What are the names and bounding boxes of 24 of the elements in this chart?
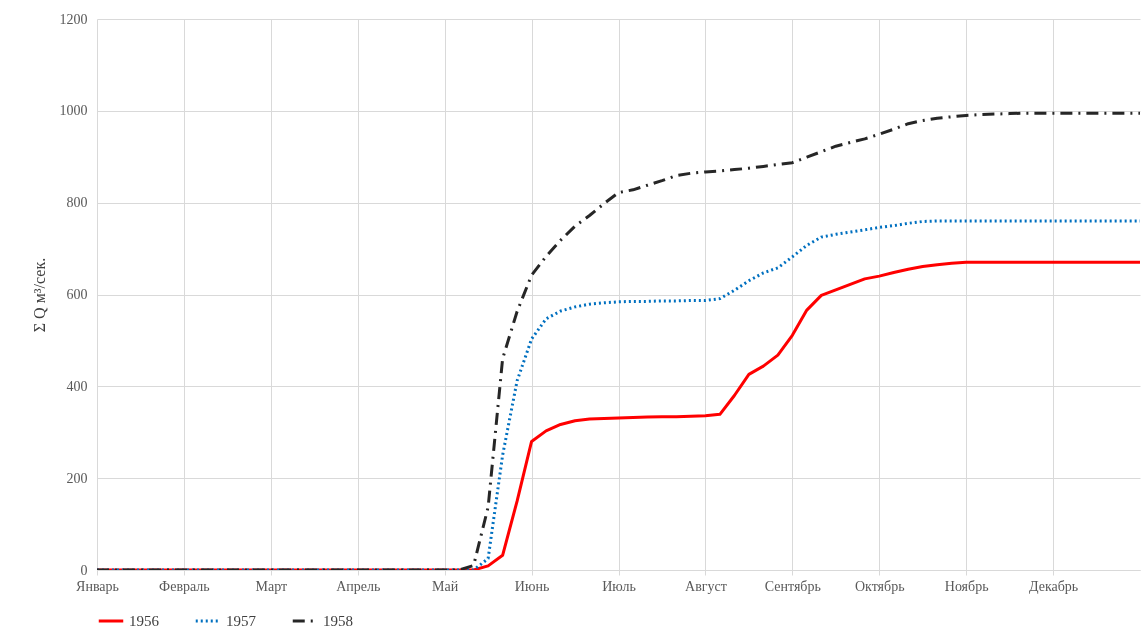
- x-tick-label: Декабрь: [1028, 578, 1079, 594]
- y-tick-label: 200: [66, 470, 88, 486]
- x-tick-label: Апрель: [336, 578, 381, 594]
- x-tick-label: Ноябрь: [944, 578, 989, 594]
- y-tick-label: 600: [66, 287, 88, 302]
- x-tick-label: Сентябрь: [764, 578, 821, 594]
- x-tick-label: Февраль: [159, 578, 210, 594]
- y-tick-label: 1200: [59, 11, 88, 27]
- legend-label: 1957: [226, 613, 257, 629]
- x-tick-label: Январь: [76, 578, 119, 594]
- x-tick-label: Июль: [602, 578, 636, 594]
- x-tick-label: Октябрь: [854, 578, 905, 594]
- legend-label: 1956: [129, 613, 160, 629]
- y-axis-title: Σ Q м³/сек.: [30, 257, 48, 333]
- y-tick-label: 1000: [59, 103, 88, 119]
- x-tick-label: Март: [255, 578, 288, 594]
- y-tick-label: 0: [80, 562, 88, 578]
- x-tick-label: Июнь: [514, 578, 550, 594]
- x-tick-label: Август: [685, 578, 727, 594]
- y-tick-label: 400: [66, 378, 88, 394]
- legend-label: 1958: [323, 613, 353, 629]
- y-tick-label: 800: [66, 195, 88, 211]
- x-tick-label: Май: [432, 578, 459, 594]
- line-series: [97, 111, 1140, 570]
